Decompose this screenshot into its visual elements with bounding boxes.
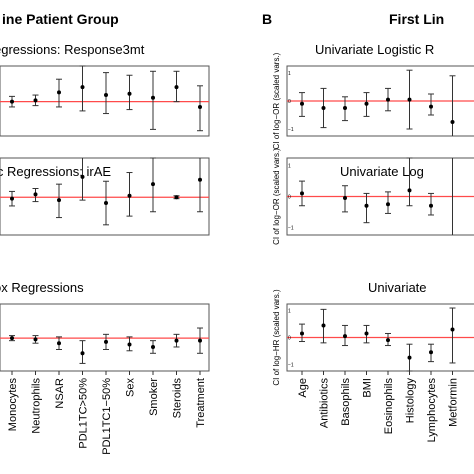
panel-title: ox Regressions (0, 280, 84, 295)
panel-A2: ic Regressions: irAE (0, 157, 210, 236)
data-point (364, 331, 369, 336)
panel-title: egressions: Response3mt (0, 42, 145, 57)
x-tick-label: Histology (405, 378, 417, 424)
x-tick-label: PDL1TC1−50% (101, 378, 113, 455)
data-point (80, 351, 85, 356)
data-point (450, 327, 455, 332)
y-tick-label: −1 (288, 225, 294, 231)
data-point (429, 350, 433, 355)
x-tick-label: Antibiotics (319, 378, 331, 429)
x-tick-label: PDL1TC>50% (78, 378, 90, 449)
x-tick-label: Metformin (448, 378, 460, 427)
y-tick-label: −1 (288, 127, 294, 133)
data-point (198, 177, 202, 182)
panels: egressions: Response3mt ic Regressions: i… (0, 42, 474, 455)
data-point (33, 98, 38, 103)
data-point (151, 95, 155, 100)
x-tick-label: NSAR (54, 378, 66, 409)
data-point (151, 182, 155, 187)
data-point (343, 196, 347, 201)
data-point (407, 97, 412, 102)
data-point (127, 342, 132, 347)
data-point (450, 120, 455, 124)
data-point (300, 101, 304, 106)
y-axis-label: CI of log−HR (scaled vars.) (272, 289, 281, 386)
x-tick-label: Basophils (340, 378, 352, 426)
panel-title: Univariate Log (340, 164, 424, 179)
data-point (104, 93, 108, 98)
data-point (364, 203, 369, 208)
y-tick-label: 1 (288, 71, 291, 77)
data-point (364, 101, 369, 106)
data-point (10, 99, 14, 104)
x-tick-label: BMI (362, 378, 374, 398)
data-point (57, 90, 61, 95)
data-point (33, 192, 38, 197)
x-tick-label: Eosinophils (383, 378, 395, 435)
data-point (300, 331, 304, 336)
data-point (174, 85, 179, 90)
panel-label-b: B (262, 11, 272, 27)
panel-B3: Univariate −1 0 1 CI of log−HR (scaled vars.… (272, 280, 474, 442)
x-tick-label: Neutrophils (31, 378, 43, 434)
panel-A1: egressions: Response3mt (0, 42, 210, 137)
data-point (407, 355, 412, 360)
x-tick-label: Lymphocytes (426, 378, 438, 443)
x-tick-label: Age (297, 378, 309, 398)
data-point (198, 104, 202, 109)
y-tick-label: 1 (288, 164, 291, 170)
panel-title: Univariate Logistic R (315, 42, 434, 57)
panel-B2: Univariate Log −1 0 1 CI of log−OR (scaled v… (272, 148, 474, 245)
plot-frame (0, 157, 210, 236)
data-point (386, 202, 390, 207)
data-point (33, 337, 38, 342)
data-point (386, 338, 390, 343)
x-tick-label: Steroids (172, 378, 184, 419)
data-point (174, 338, 179, 343)
x-tick-label: Smoker (148, 378, 160, 416)
data-point (80, 174, 85, 179)
data-point (10, 196, 14, 201)
data-point (343, 106, 347, 110)
data-point (321, 106, 326, 110)
x-tick-label: Monocytes (7, 378, 19, 432)
data-point (104, 201, 108, 206)
y-tick-label: 1 (288, 309, 291, 315)
plot-frame (0, 65, 210, 137)
panel-A3: ox Regressions Monocytes Neutrophils NSAR PD… (0, 280, 210, 455)
data-point (174, 195, 179, 200)
data-point (343, 334, 347, 339)
data-point (127, 91, 132, 96)
header-right-title: First Lin (389, 11, 444, 27)
data-point (300, 191, 304, 196)
data-point (198, 338, 202, 343)
data-point (407, 188, 412, 193)
y-axis-label: CI of log−OR (scaled vars.) (272, 52, 281, 149)
data-point (127, 193, 132, 198)
data-point (151, 344, 155, 349)
y-tick-label: 0 (288, 99, 291, 105)
data-point (429, 104, 433, 109)
panel-title: Univariate (368, 280, 427, 295)
panel-title: ic Regressions: irAE (0, 164, 111, 179)
data-point (80, 85, 85, 90)
x-tick-label: Sex (125, 378, 137, 397)
panel-B1: Univariate Logistic R −1 0 1 CI of log−OR (s… (272, 42, 474, 149)
data-point (10, 336, 14, 341)
data-point (57, 198, 61, 203)
data-point (429, 203, 433, 208)
y-tick-label: 0 (288, 195, 291, 201)
data-point (104, 339, 108, 344)
data-point (321, 323, 326, 328)
y-tick-label: −1 (288, 362, 294, 368)
y-axis-label: CI of log−OR (scaled vars.) (272, 148, 281, 245)
y-tick-label: 0 (288, 336, 291, 342)
header-left-title: ine Patient Group (2, 11, 119, 27)
data-point (386, 97, 390, 102)
plot-frame (0, 303, 210, 372)
x-tick-label: Treatment (195, 378, 207, 428)
data-point (57, 341, 61, 346)
